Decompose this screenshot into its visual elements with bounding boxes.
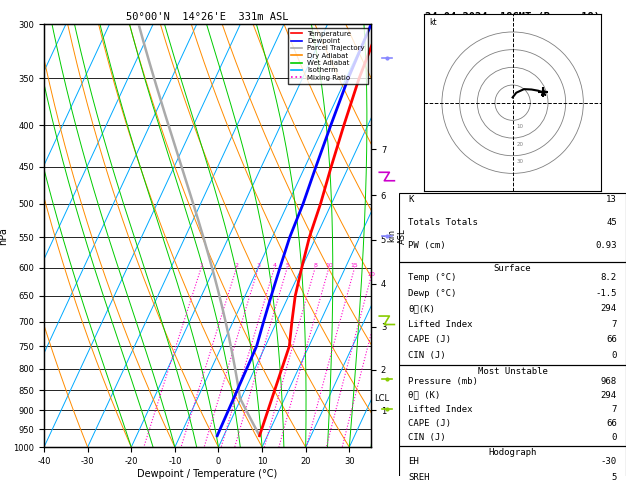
Text: 66: 66 (606, 418, 617, 428)
Text: 13: 13 (606, 195, 617, 204)
Text: 24.04.2024  18GMT (Base: 18): 24.04.2024 18GMT (Base: 18) (425, 12, 600, 22)
Text: CAPE (J): CAPE (J) (408, 335, 452, 344)
Title: 50°00'N  14°26'E  331m ASL: 50°00'N 14°26'E 331m ASL (126, 12, 289, 22)
Text: Surface: Surface (494, 264, 532, 273)
Bar (399, 262, 626, 365)
Text: PW (cm): PW (cm) (408, 241, 446, 250)
Text: 8: 8 (313, 263, 317, 268)
Text: 45: 45 (606, 218, 617, 227)
Text: Lifted Index: Lifted Index (408, 405, 473, 414)
Text: 7: 7 (611, 320, 617, 329)
Text: SREH: SREH (408, 473, 430, 482)
Text: 294: 294 (601, 304, 617, 313)
Text: 15: 15 (351, 263, 359, 268)
Text: CIN (J): CIN (J) (408, 351, 446, 360)
Text: Totals Totals: Totals Totals (408, 218, 478, 227)
Text: Pressure (mb): Pressure (mb) (408, 377, 478, 386)
Text: 7: 7 (611, 405, 617, 414)
Text: EH: EH (408, 457, 419, 466)
Y-axis label: km
ASL: km ASL (387, 228, 407, 243)
Text: θᴇ (K): θᴇ (K) (408, 391, 441, 400)
Text: Temp (°C): Temp (°C) (408, 273, 457, 282)
Text: θᴇ(K): θᴇ(K) (408, 304, 435, 313)
Text: 968: 968 (601, 377, 617, 386)
Bar (399, 365, 626, 446)
Text: Most Unstable: Most Unstable (477, 367, 548, 376)
Legend: Temperature, Dewpoint, Parcel Trajectory, Dry Adiabat, Wet Adiabat, Isotherm, Mi: Temperature, Dewpoint, Parcel Trajectory… (289, 28, 367, 84)
Text: 294: 294 (601, 391, 617, 400)
Text: 8.2: 8.2 (601, 273, 617, 282)
Text: 0.93: 0.93 (595, 241, 617, 250)
Text: 4: 4 (272, 263, 276, 268)
Text: K: K (408, 195, 414, 204)
Text: 20: 20 (367, 272, 375, 277)
Text: CAPE (J): CAPE (J) (408, 418, 452, 428)
Text: 66: 66 (606, 335, 617, 344)
Text: 0: 0 (611, 433, 617, 442)
Text: -30: -30 (601, 457, 617, 466)
X-axis label: Dewpoint / Temperature (°C): Dewpoint / Temperature (°C) (138, 469, 277, 479)
Text: 2: 2 (235, 263, 238, 268)
Text: 5: 5 (611, 473, 617, 482)
Text: CIN (J): CIN (J) (408, 433, 446, 442)
Text: 0: 0 (611, 351, 617, 360)
Bar (399, 193, 626, 262)
Y-axis label: hPa: hPa (0, 227, 8, 244)
Text: 3: 3 (257, 263, 260, 268)
Text: -1.5: -1.5 (595, 289, 617, 297)
Text: 5: 5 (286, 263, 289, 268)
Text: LCL: LCL (374, 394, 389, 403)
Bar (399, 446, 626, 486)
Text: Lifted Index: Lifted Index (408, 320, 473, 329)
Text: Hodograph: Hodograph (489, 448, 537, 456)
Text: 1: 1 (199, 263, 203, 268)
Text: Dewp (°C): Dewp (°C) (408, 289, 457, 297)
Text: 10: 10 (325, 263, 333, 268)
